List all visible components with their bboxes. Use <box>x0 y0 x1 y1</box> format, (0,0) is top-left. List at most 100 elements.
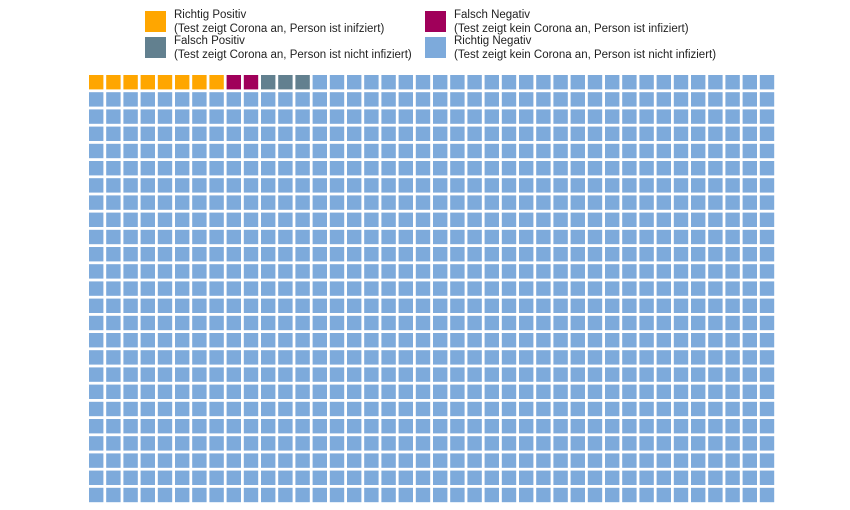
waffle-cell-richtig-negativ <box>519 195 534 210</box>
waffle-cell-richtig-negativ <box>433 92 448 107</box>
waffle-cell-richtig-negativ <box>691 298 706 313</box>
waffle-cell-richtig-negativ <box>501 315 517 331</box>
waffle-cell-richtig-negativ <box>622 143 637 159</box>
waffle-cell-richtig-negativ <box>691 109 706 124</box>
waffle-cell-richtig-negativ <box>570 487 585 503</box>
legend-swatch <box>145 37 166 58</box>
waffle-cell-richtig-negativ <box>347 470 362 485</box>
waffle-cell-richtig-negativ <box>759 247 775 262</box>
waffle-cell-richtig-negativ <box>415 75 431 90</box>
waffle-cell-richtig-negativ <box>691 315 706 331</box>
waffle-cell-richtig-negativ <box>639 195 654 210</box>
waffle-cell-richtig-negativ <box>484 281 499 296</box>
waffle-cell-richtig-negativ <box>398 436 413 451</box>
waffle-cell-richtig-negativ <box>381 195 396 210</box>
waffle-cell-richtig-negativ <box>175 315 190 331</box>
waffle-cell-richtig-negativ <box>501 143 517 159</box>
waffle-cell-falsch-negativ <box>243 75 259 90</box>
waffle-cell-richtig-negativ <box>243 143 259 159</box>
waffle-cell-richtig-negativ <box>742 367 757 382</box>
waffle-cell-richtig-negativ <box>192 453 207 468</box>
waffle-cell-richtig-negativ <box>501 247 517 262</box>
waffle-cell-richtig-negativ <box>450 126 465 141</box>
waffle-cell-richtig-negativ <box>157 126 173 141</box>
waffle-cell-richtig-negativ <box>725 178 740 193</box>
waffle-cell-richtig-negativ <box>364 436 379 451</box>
waffle-cell-richtig-negativ <box>639 487 654 503</box>
waffle-cell-richtig-negativ <box>295 109 310 124</box>
waffle-cell-richtig-negativ <box>656 350 671 365</box>
waffle-cell-richtig-negativ <box>673 161 689 176</box>
waffle-cell-richtig-negativ <box>123 178 138 193</box>
waffle-cell-richtig-negativ <box>329 92 345 107</box>
waffle-cell-richtig-negativ <box>329 264 345 279</box>
waffle-cell-richtig-negativ <box>570 247 585 262</box>
waffle-cell-richtig-negativ <box>364 315 379 331</box>
waffle-cell-richtig-negativ <box>278 212 293 227</box>
waffle-cell-richtig-negativ <box>106 470 121 485</box>
waffle-cell-richtig-negativ <box>398 109 413 124</box>
waffle-cell-richtig-negativ <box>329 401 345 417</box>
waffle-cell-richtig-negativ <box>433 384 448 399</box>
waffle-cell-richtig-negativ <box>398 350 413 365</box>
legend-richtig-negativ: Richtig Negativ (Test zeigt kein Corona a… <box>425 34 716 62</box>
waffle-cell-richtig-negativ <box>312 281 327 296</box>
waffle-cell-richtig-negativ <box>553 298 568 313</box>
waffle-cell-richtig-negativ <box>759 195 775 210</box>
waffle-cell-richtig-negativ <box>278 487 293 503</box>
waffle-cell-richtig-negativ <box>759 419 775 434</box>
waffle-cell-richtig-negativ <box>261 333 276 348</box>
waffle-cell-richtig-negativ <box>553 195 568 210</box>
waffle-cell-richtig-negativ <box>157 350 173 365</box>
waffle-cell-richtig-negativ <box>261 92 276 107</box>
waffle-cell-richtig-negativ <box>278 298 293 313</box>
waffle-cell-richtig-negativ <box>501 453 517 468</box>
waffle-cell-richtig-negativ <box>656 178 671 193</box>
waffle-cell-richtig-negativ <box>415 143 431 159</box>
waffle-cell-richtig-negativ <box>192 195 207 210</box>
waffle-cell-richtig-negativ <box>484 229 499 245</box>
waffle-cell-richtig-negativ <box>381 384 396 399</box>
waffle-cell-richtig-negativ <box>605 247 620 262</box>
waffle-cell-richtig-negativ <box>553 401 568 417</box>
waffle-cell-richtig-negativ <box>742 247 757 262</box>
waffle-cell-richtig-negativ <box>673 350 689 365</box>
waffle-cell-richtig-negativ <box>536 350 551 365</box>
waffle-cell-richtig-negativ <box>587 247 603 262</box>
waffle-cell-richtig-negativ <box>536 75 551 90</box>
waffle-cell-richtig-negativ <box>708 161 723 176</box>
waffle-cell-richtig-negativ <box>519 384 534 399</box>
waffle-cell-richtig-negativ <box>209 401 224 417</box>
waffle-cell-richtig-negativ <box>450 229 465 245</box>
waffle-cell-richtig-negativ <box>708 367 723 382</box>
waffle-cell-richtig-negativ <box>673 436 689 451</box>
waffle-cell-richtig-negativ <box>398 229 413 245</box>
legend-description: (Test zeigt Corona an, Person ist inifzi… <box>174 23 385 35</box>
waffle-cell-richtig-negativ <box>519 212 534 227</box>
waffle-cell-richtig-negativ <box>605 470 620 485</box>
waffle-cell-richtig-positiv <box>175 75 190 90</box>
waffle-cell-richtig-negativ <box>639 453 654 468</box>
waffle-cell-richtig-negativ <box>261 212 276 227</box>
waffle-cell-richtig-negativ <box>553 264 568 279</box>
waffle-cell-richtig-negativ <box>656 75 671 90</box>
waffle-cell-richtig-negativ <box>691 195 706 210</box>
waffle-cell-richtig-negativ <box>759 436 775 451</box>
waffle-cell-richtig-negativ <box>570 161 585 176</box>
waffle-cell-richtig-negativ <box>226 247 241 262</box>
waffle-cell-richtig-negativ <box>742 487 757 503</box>
waffle-cell-richtig-negativ <box>123 367 138 382</box>
waffle-cell-richtig-negativ <box>415 436 431 451</box>
waffle-cell-richtig-negativ <box>691 229 706 245</box>
waffle-cell-richtig-negativ <box>656 470 671 485</box>
waffle-cell-richtig-negativ <box>295 436 310 451</box>
waffle-cell-richtig-negativ <box>347 298 362 313</box>
waffle-cell-richtig-negativ <box>450 298 465 313</box>
waffle-cell-richtig-negativ <box>622 350 637 365</box>
waffle-cell-richtig-negativ <box>140 401 155 417</box>
waffle-cell-richtig-negativ <box>570 281 585 296</box>
waffle-cell-richtig-negativ <box>759 143 775 159</box>
waffle-cell-richtig-negativ <box>501 178 517 193</box>
waffle-cell-richtig-negativ <box>261 436 276 451</box>
waffle-cell-richtig-negativ <box>243 470 259 485</box>
